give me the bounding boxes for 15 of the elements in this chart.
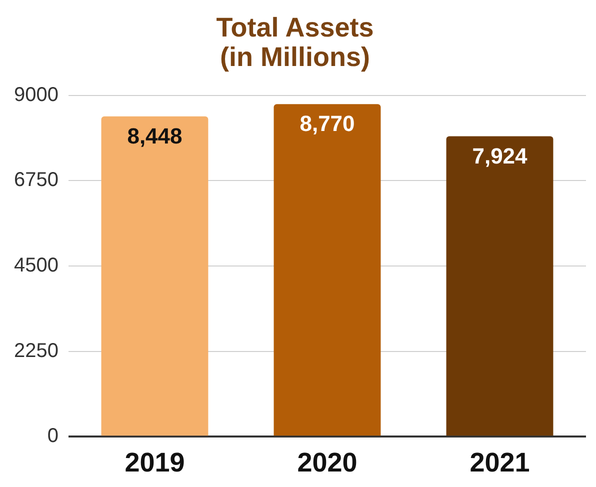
- data-label: 8,770: [300, 111, 355, 136]
- bar: [274, 104, 381, 436]
- chart-title: Total Assets (in Millions): [216, 12, 374, 72]
- x-tick-label: 2021: [470, 447, 530, 478]
- y-tick-label: 0: [47, 425, 58, 448]
- data-label: 7,924: [472, 143, 528, 168]
- y-tick-label: 6750: [14, 169, 58, 192]
- y-tick-label: 4500: [14, 254, 58, 277]
- x-tick-label: 2020: [297, 447, 358, 478]
- x-tick-label: 2019: [124, 447, 185, 478]
- bar: [101, 116, 208, 436]
- y-tick-label: 9000: [14, 84, 58, 106]
- data-label: 8,448: [127, 123, 182, 148]
- y-tick-label: 2250: [14, 340, 58, 362]
- bar: [446, 136, 554, 436]
